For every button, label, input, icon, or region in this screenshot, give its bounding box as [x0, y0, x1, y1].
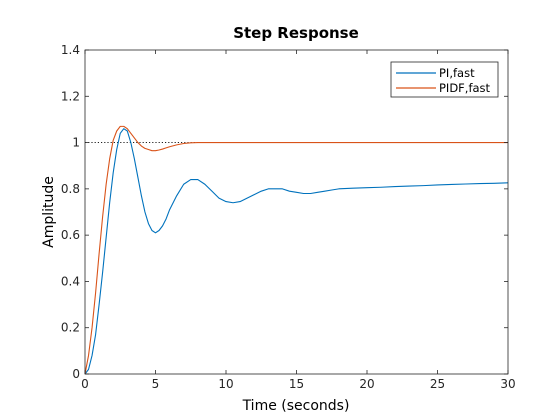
x-tick-label: 15 — [289, 377, 304, 391]
chart-title: Step Response — [233, 24, 359, 42]
y-tick-label: 0.6 — [61, 228, 80, 242]
x-tick-label: 25 — [430, 377, 445, 391]
legend-label-pidf-fast: PIDF,fast — [439, 81, 491, 95]
y-tick-label: 0.2 — [61, 321, 80, 335]
tick-layer: 0 5 10 15 20 25 30 0 0.2 0.4 0.6 0.8 1 1.2 1.4 — [61, 43, 516, 391]
legend-label-pi-fast: PI,fast — [439, 66, 475, 80]
x-tick-label: 20 — [359, 377, 374, 391]
x-tick-label: 5 — [152, 377, 160, 391]
series-line-pi-fast — [84, 128, 509, 375]
y-tick-label: 1.2 — [61, 89, 80, 103]
x-tick-label: 10 — [218, 377, 233, 391]
y-tick-label: 0.8 — [61, 182, 80, 196]
series-layer — [84, 125, 509, 375]
x-tick-label: 0 — [81, 377, 89, 391]
series-line-pidf-fast — [84, 125, 508, 375]
legend-box — [390, 61, 499, 98]
x-axis-label: Time (seconds) — [242, 398, 350, 414]
y-tick-label: 1.4 — [61, 43, 80, 57]
plot-area — [85, 50, 508, 374]
y-axis-label: Amplitude — [41, 176, 57, 248]
legend: PI,fast PIDF,fast — [390, 61, 499, 98]
y-tick-label: 1 — [72, 136, 80, 150]
x-tick-label: 30 — [500, 377, 515, 391]
y-tick-label: 0 — [72, 367, 80, 381]
y-tick-label: 0.4 — [61, 274, 80, 288]
